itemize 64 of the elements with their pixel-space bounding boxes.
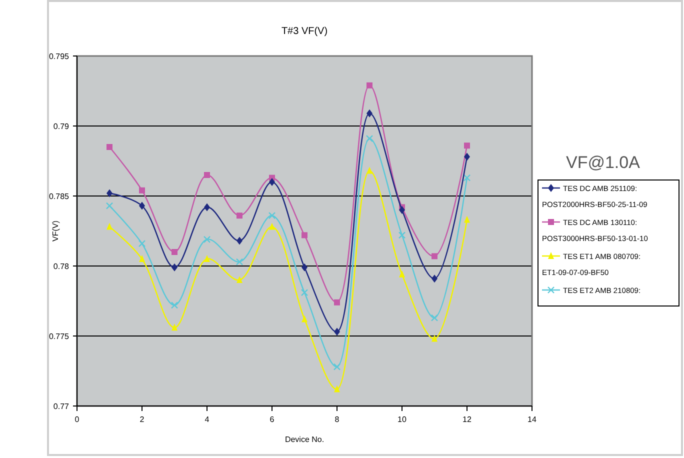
- point: [204, 255, 210, 262]
- x-tick-label: 6: [270, 415, 275, 424]
- y-tick-label: 0.77: [53, 402, 70, 411]
- point: [366, 166, 372, 174]
- text: VF@1.0A: [566, 153, 641, 172]
- point: [366, 109, 372, 118]
- point: [236, 212, 242, 219]
- point: [334, 385, 340, 392]
- point: [139, 255, 145, 262]
- point: [334, 328, 340, 336]
- point: [430, 314, 438, 322]
- y-tick-label: 0.78: [53, 262, 70, 271]
- point: [106, 202, 114, 210]
- point: [399, 206, 405, 214]
- chart-title: T#3 VF(V): [281, 26, 328, 37]
- y-tick-label: 0.79: [53, 122, 70, 131]
- point: [464, 152, 470, 161]
- point: [236, 276, 242, 283]
- point: [203, 236, 211, 243]
- point: [269, 222, 275, 230]
- x-tick-label: 8: [334, 415, 340, 424]
- point: [269, 178, 275, 186]
- x-axis-title: Device No.: [284, 435, 324, 444]
- point: [432, 334, 438, 342]
- point: [236, 258, 244, 266]
- x-tick-label: 0: [74, 415, 80, 424]
- point: [399, 270, 405, 278]
- x-tick-label: 4: [204, 415, 210, 424]
- point: [204, 172, 210, 178]
- point: [172, 263, 178, 272]
- point: [432, 253, 438, 260]
- y-tick-label: 0.795: [48, 52, 70, 61]
- point: [106, 222, 112, 230]
- point: [333, 363, 341, 370]
- point: [138, 240, 146, 248]
- point: [170, 302, 178, 309]
- point: [268, 212, 276, 220]
- point: [204, 203, 210, 212]
- point: [463, 174, 471, 182]
- point: [432, 274, 438, 283]
- point: [236, 236, 242, 245]
- point: [334, 299, 340, 306]
- x-tick-label: 14: [528, 415, 537, 424]
- y-tick-label: 0.785: [48, 192, 70, 201]
- point: [172, 324, 178, 331]
- point: [464, 142, 470, 149]
- point: [300, 289, 308, 296]
- point: [139, 202, 145, 210]
- y-axis-title: VF(V): [51, 220, 60, 242]
- point: [106, 144, 112, 150]
- point: [464, 216, 470, 223]
- x-tick-label: 12: [462, 415, 472, 424]
- point: [106, 189, 112, 198]
- x-tick-label: 2: [140, 415, 145, 424]
- y-tick-label: 0.775: [48, 332, 70, 341]
- point: [398, 232, 406, 239]
- point: [366, 135, 374, 142]
- point: [366, 82, 372, 88]
- point: [172, 249, 178, 255]
- point: [139, 187, 145, 194]
- point: [302, 315, 308, 322]
- x-tick-label: 10: [398, 415, 407, 424]
- point: [302, 263, 308, 272]
- point: [302, 232, 308, 238]
